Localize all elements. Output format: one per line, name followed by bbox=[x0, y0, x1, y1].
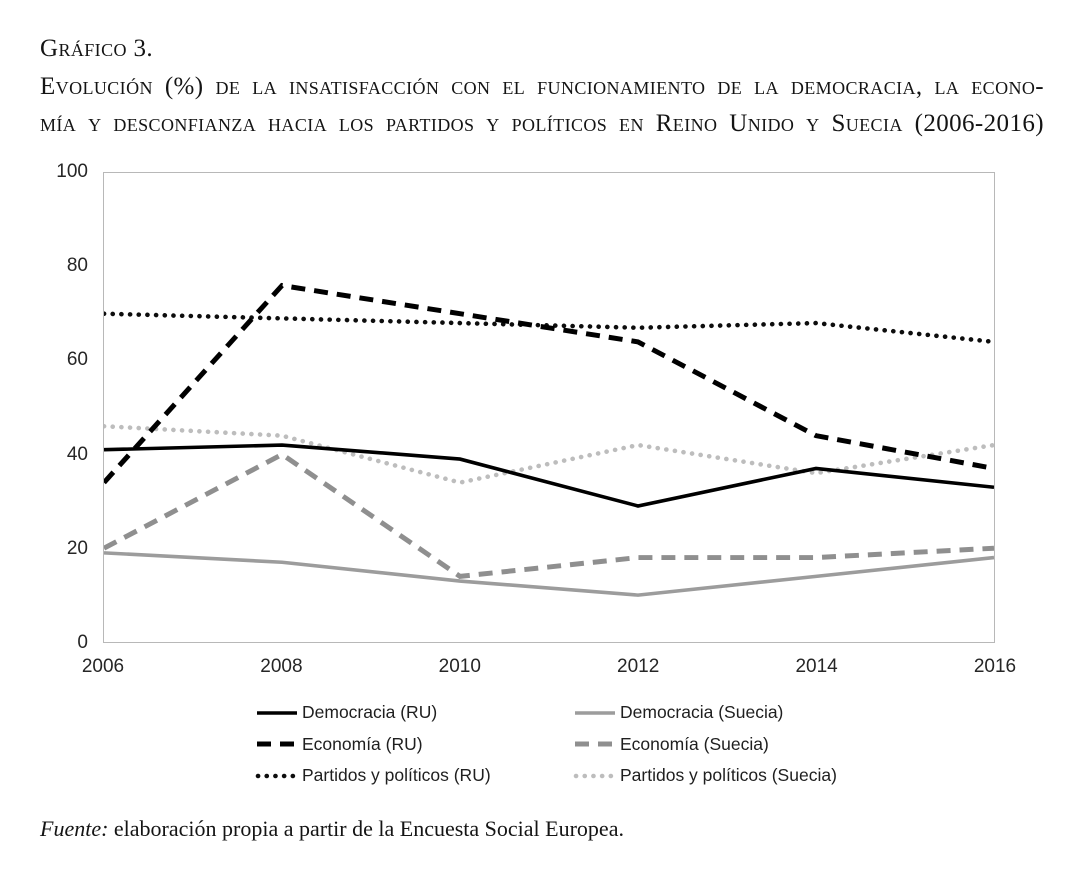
plot-area bbox=[103, 172, 995, 643]
y-tick-label: 80 bbox=[66, 255, 88, 276]
legend-key-line bbox=[257, 710, 297, 715]
legend-label: Economía (RU) bbox=[302, 733, 423, 754]
x-tick-label: 2010 bbox=[438, 656, 481, 677]
y-tick-label: 20 bbox=[66, 538, 88, 559]
legend-label: Economía (Suecia) bbox=[620, 733, 769, 754]
legend-item-partidos-ru: Partidos y políticos (RU) bbox=[255, 765, 573, 786]
legend-key-line bbox=[255, 773, 299, 779]
y-tick-label: 100 bbox=[56, 161, 88, 182]
series-line-partidos-y-pol-ticos-ru bbox=[104, 311, 994, 345]
legend-item-democracia-suecia: Democracia (Suecia) bbox=[573, 702, 837, 723]
series-line-econom-a-suecia bbox=[104, 451, 994, 579]
figure-title-line-1: Evolución (%) de la insatisfacción con e… bbox=[40, 73, 1044, 100]
legend-label: Democracia (Suecia) bbox=[620, 702, 784, 723]
source-note: Fuente: elaboración propia a partir de l… bbox=[40, 816, 624, 842]
legend-item-democracia-ru: Democracia (RU) bbox=[255, 702, 573, 723]
x-tick-label: 2008 bbox=[260, 656, 303, 677]
y-axis-tick-labels: 100 80 60 40 20 0 bbox=[0, 162, 88, 653]
legend-key-line bbox=[575, 741, 615, 747]
legend-key-line bbox=[257, 741, 297, 747]
legend-label: Democracia (RU) bbox=[302, 702, 438, 723]
figure-title-line-2: mía y desconfianza hacia los partidos y … bbox=[40, 110, 1044, 137]
line-chart: 100 80 60 40 20 0 2006 2008 2010 2012 20… bbox=[0, 162, 1016, 679]
legend-key-line bbox=[573, 773, 617, 779]
series-line-econom-a-ru bbox=[104, 282, 994, 485]
x-tick-label: 2016 bbox=[973, 656, 1017, 677]
legend-item-economia-suecia: Economía (Suecia) bbox=[573, 734, 837, 755]
source-text: elaboración propia a partir de la Encues… bbox=[108, 816, 624, 841]
legend-label: Partidos y políticos (RU) bbox=[302, 765, 491, 786]
x-axis-tick-labels: 2006 2008 2010 2012 2014 2016 bbox=[82, 655, 1016, 679]
legend-item-partidos-suecia: Partidos y políticos (Suecia) bbox=[573, 765, 837, 786]
x-tick-label: 2014 bbox=[795, 656, 838, 677]
legend-key-line bbox=[575, 710, 615, 715]
x-tick-label: 2012 bbox=[617, 656, 660, 677]
y-tick-label: 0 bbox=[77, 632, 88, 653]
chart-legend: Democracia (RU) Economía (RU) Partidos y… bbox=[255, 697, 837, 792]
legend-label: Partidos y políticos (Suecia) bbox=[620, 765, 837, 786]
figure-number-label: Gráfico 3. bbox=[40, 35, 154, 62]
source-label: Fuente: bbox=[40, 816, 109, 841]
y-tick-label: 40 bbox=[66, 444, 88, 465]
legend-item-economia-ru: Economía (RU) bbox=[255, 734, 573, 755]
series-line-democracia-suecia bbox=[104, 551, 994, 597]
x-tick-label: 2006 bbox=[81, 656, 125, 677]
series-line-partidos-y-pol-ticos-suecia bbox=[104, 423, 994, 485]
y-tick-label: 60 bbox=[66, 349, 88, 370]
series-line-democracia-ru bbox=[104, 443, 994, 508]
